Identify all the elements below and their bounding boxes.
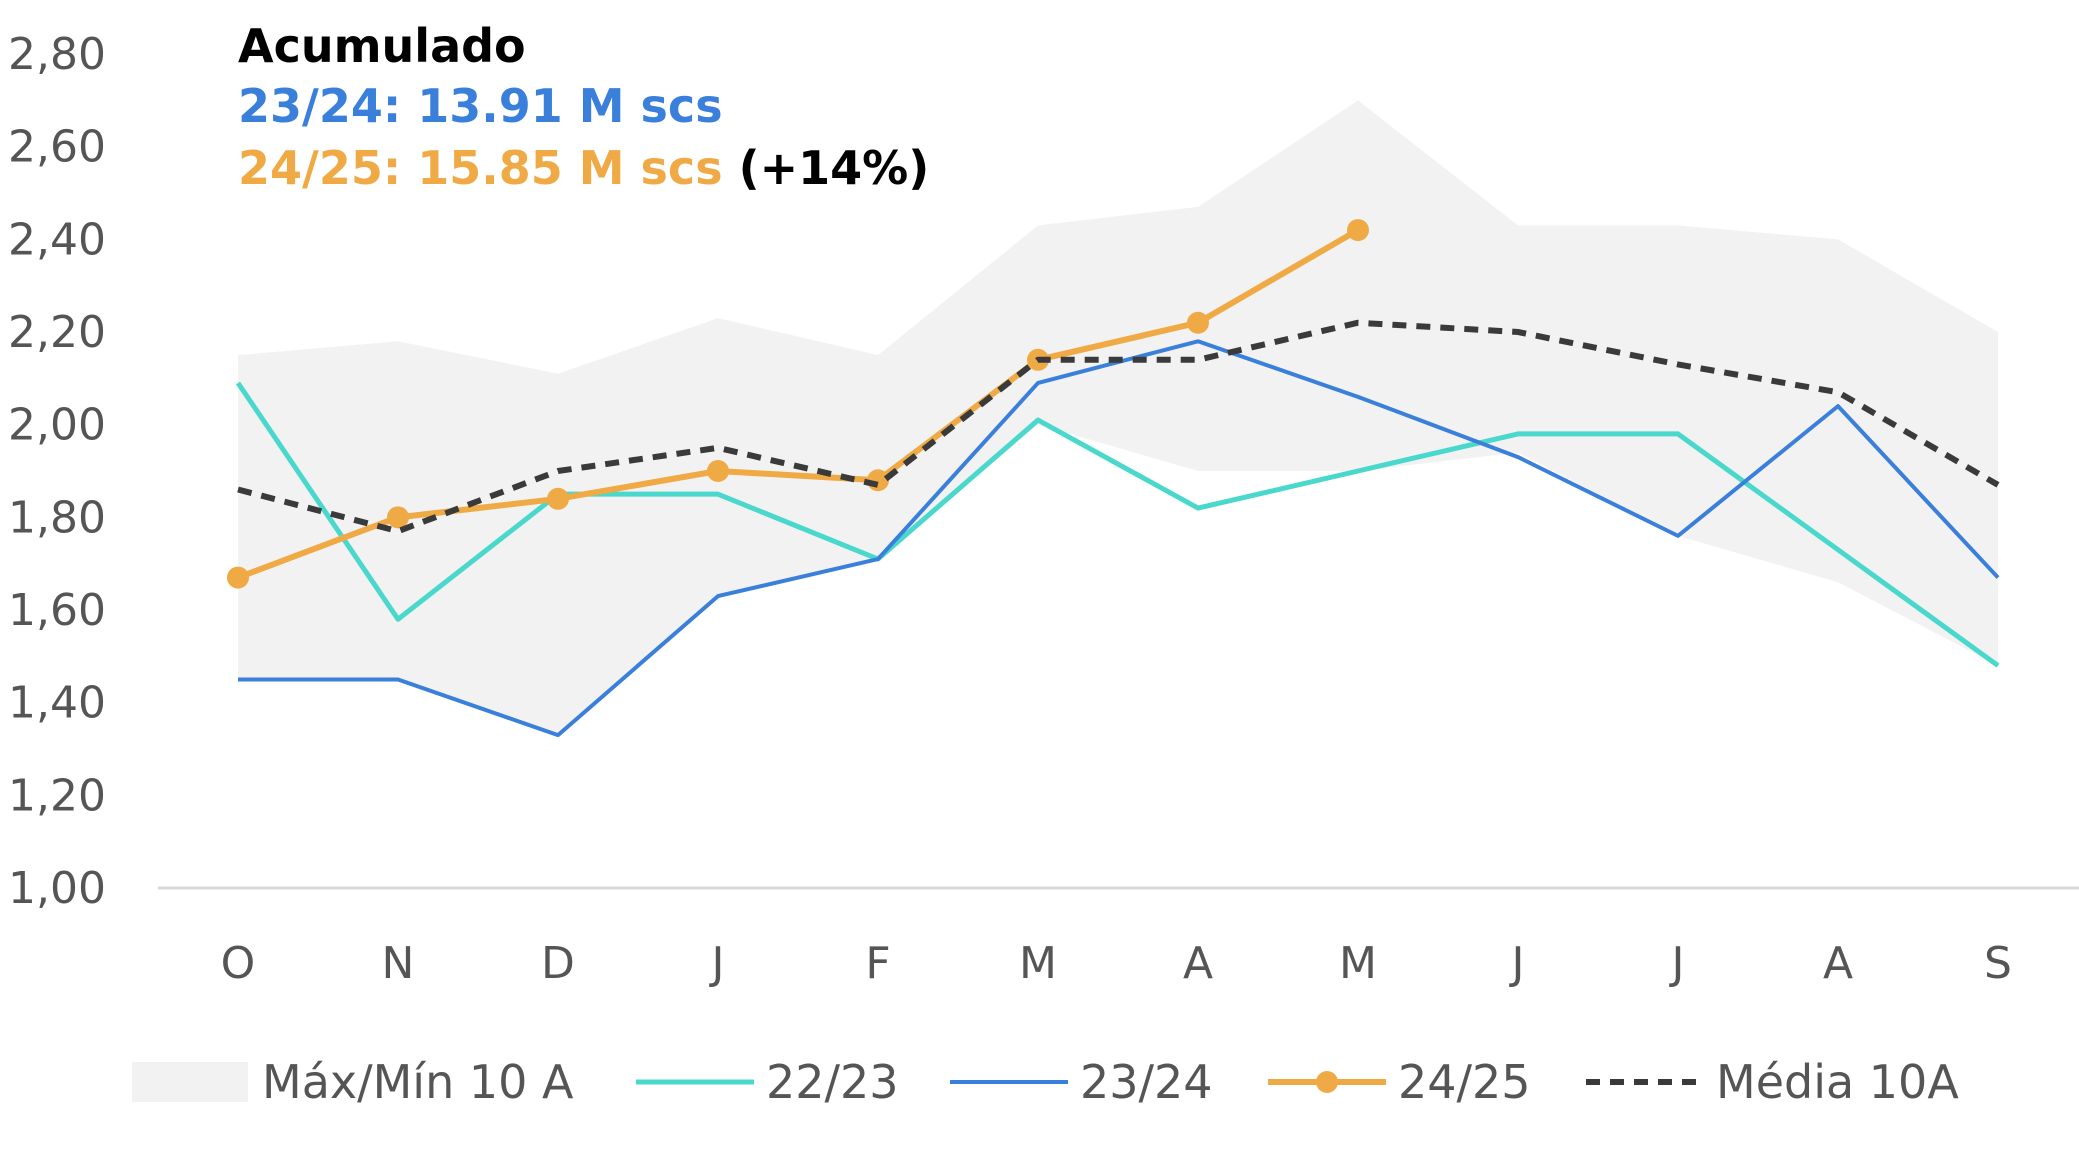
annotation-line-24-25-main: 24/25: 15.85 M scs [238,141,723,195]
data-point [1347,219,1369,242]
data-point [387,506,409,529]
annotation-line-23-24: 23/24: 13.91 M scs [238,79,723,133]
data-point [1187,311,1209,334]
data-point [707,460,729,482]
y-tick-label: 2,60 [8,122,106,173]
series-line [236,227,1360,581]
x-tick-label: J [709,938,725,989]
legend: Máx/Mín 10 A 22/23 23/24 24/25 Média 10A [132,1055,1959,1109]
y-tick-label: 2,00 [8,400,106,451]
data-point [227,566,249,589]
x-tick-label: M [1339,938,1377,989]
legend-label: Média 10A [1716,1055,1959,1109]
legend-label: 23/24 [1080,1055,1213,1109]
x-tick-label: M [1019,938,1057,989]
series-line [237,319,2000,535]
series-m-dia-10a [237,319,2000,535]
y-tick-label: 2,80 [8,29,106,80]
y-tick-label: 1,40 [8,678,106,729]
annotation-title: Acumulado [238,19,526,73]
x-tick-label: A [1823,938,1853,989]
x-tick-label: A [1183,938,1213,989]
legend-label: 22/23 [766,1055,899,1109]
y-tick-label: 1,20 [8,770,106,821]
y-tick-label: 1,00 [8,863,106,914]
annotation-line-24-25-suffix: (+14%) [723,141,930,195]
y-tick-label: 1,60 [8,585,106,636]
band-max-min-area [238,100,1998,736]
series-layer [227,219,2000,738]
annotation-block: Acumulado 23/24: 13.91 M scs 24/25: 15.8… [238,19,929,195]
x-tick-label: J [1669,938,1685,989]
y-tick-label: 2,40 [8,214,106,265]
y-tick-label: 1,80 [8,492,106,543]
data-point [547,487,569,510]
x-tick-label: J [1509,938,1525,989]
series-line [235,381,2000,668]
x-tick-label: N [382,938,415,989]
axis-layer: 1,00 1,20 1,40 1,60 1,80 2,00 2,20 2,40 2,60 2,80… [8,29,2079,989]
y-tick-label: 2,20 [8,307,106,358]
series-22-23 [235,381,2000,668]
band-layer [238,100,1998,736]
x-tick-label: S [1984,938,2012,989]
x-tick-label: O [221,938,256,989]
legend-swatch-band [132,1062,248,1102]
legend-label-band: Máx/Mín 10 A [262,1055,574,1109]
legend-label: 24/25 [1398,1055,1531,1109]
x-tick-label: F [865,938,890,989]
legend-swatch-marker [1316,1071,1338,1093]
x-tick-label: D [541,938,575,989]
annotation-line-24-25: 24/25: 15.85 M scs (+14%) [238,141,929,195]
